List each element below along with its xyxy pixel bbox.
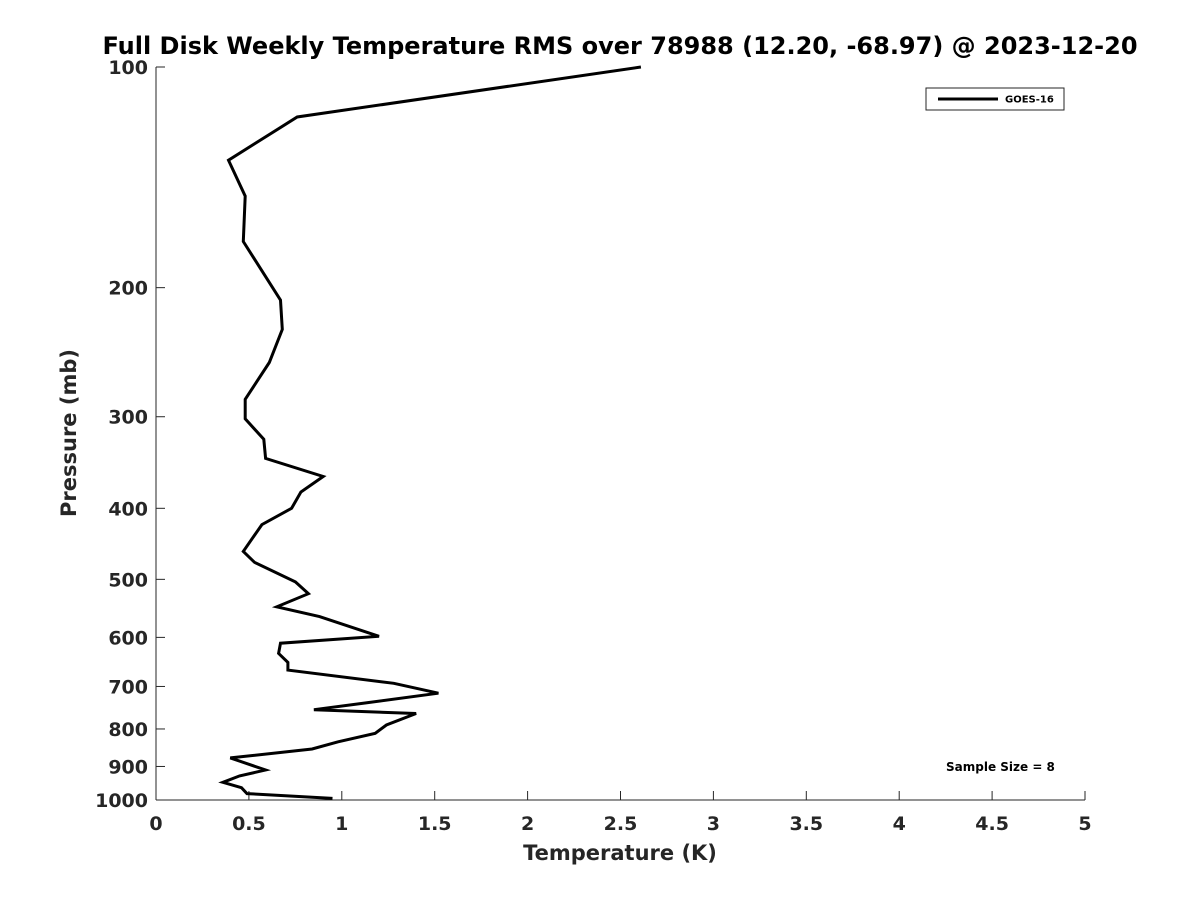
y-tick-label: 1000 xyxy=(95,790,148,812)
x-tick-label: 1 xyxy=(335,813,348,835)
series-line-goes-16 xyxy=(218,65,642,800)
plot-area: 0 0.5 1 1.5 2 2.5 3 3.5 4 4.5 5 100 200 300 400 500 600… xyxy=(95,57,1092,835)
legend-label-goes-16: GOES-16 xyxy=(1005,95,1054,106)
y-tick-label: 300 xyxy=(108,407,148,429)
x-tick-label: 3 xyxy=(707,813,720,835)
x-tick-label: 4.5 xyxy=(975,813,1009,835)
x-tick-label: 3.5 xyxy=(789,813,823,835)
y-axis-ticks: 100 200 300 400 500 600 700 800 900 1000 xyxy=(95,57,165,812)
x-axis-label: Temperature (K) xyxy=(523,841,717,865)
y-tick-label: 900 xyxy=(108,756,148,778)
y-tick-label: 800 xyxy=(108,719,148,741)
chart-title: Full Disk Weekly Temperature RMS over 78… xyxy=(102,32,1137,60)
plot-background xyxy=(156,67,1085,800)
y-tick-label: 400 xyxy=(108,498,148,520)
sample-size-annotation: Sample Size = 8 xyxy=(946,760,1055,774)
y-tick-label: 200 xyxy=(108,278,148,300)
x-tick-label: 0 xyxy=(149,813,162,835)
x-axis-ticks: 0 0.5 1 1.5 2 2.5 3 3.5 4 4.5 5 xyxy=(149,791,1092,835)
y-tick-label: 600 xyxy=(108,627,148,649)
y-tick-label: 700 xyxy=(108,676,148,698)
x-tick-label: 5 xyxy=(1078,813,1091,835)
x-tick-label: 2.5 xyxy=(604,813,638,835)
x-tick-label: 4 xyxy=(893,813,906,835)
series-group xyxy=(218,65,642,800)
x-tick-label: 2 xyxy=(521,813,534,835)
x-tick-label: 1.5 xyxy=(418,813,452,835)
x-tick-label: 0.5 xyxy=(232,813,266,835)
y-tick-label: 100 xyxy=(108,57,148,79)
legend: GOES-16 xyxy=(925,87,1065,111)
y-axis-label: Pressure (mb) xyxy=(57,349,81,517)
y-tick-label: 500 xyxy=(108,569,148,591)
